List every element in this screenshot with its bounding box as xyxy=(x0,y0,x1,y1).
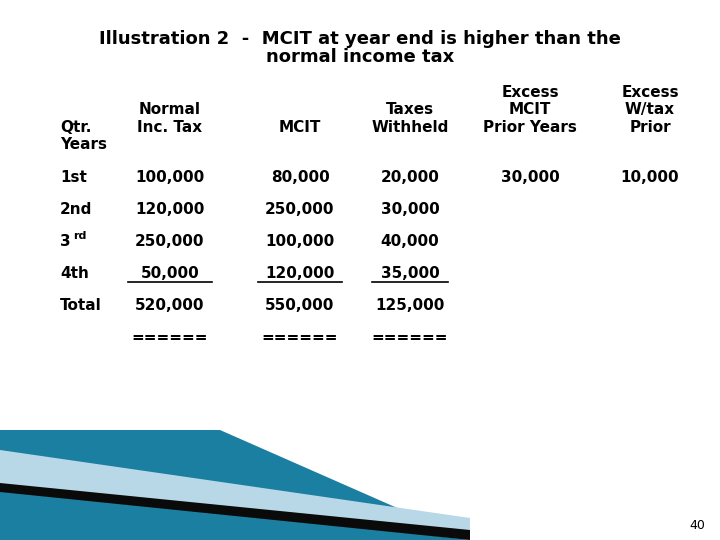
Text: 250,000: 250,000 xyxy=(265,202,335,217)
Text: Years: Years xyxy=(60,137,107,152)
Text: W/tax: W/tax xyxy=(625,102,675,117)
Text: Total: Total xyxy=(60,298,102,313)
Text: normal income tax: normal income tax xyxy=(266,48,454,66)
Text: MCIT: MCIT xyxy=(279,120,321,135)
Text: 35,000: 35,000 xyxy=(381,266,439,281)
Text: ======: ====== xyxy=(132,330,208,345)
Text: 100,000: 100,000 xyxy=(266,234,335,249)
Text: 520,000: 520,000 xyxy=(135,298,204,313)
Text: 50,000: 50,000 xyxy=(140,266,199,281)
Text: 1st: 1st xyxy=(60,170,87,185)
Text: 2nd: 2nd xyxy=(60,202,92,217)
Text: Prior: Prior xyxy=(629,120,671,135)
Text: Taxes: Taxes xyxy=(386,102,434,117)
Text: 550,000: 550,000 xyxy=(265,298,335,313)
Text: Prior Years: Prior Years xyxy=(483,120,577,135)
Text: ======: ====== xyxy=(372,330,449,345)
Text: Inc. Tax: Inc. Tax xyxy=(138,120,202,135)
Text: Normal: Normal xyxy=(139,102,201,117)
Text: 120,000: 120,000 xyxy=(265,266,335,281)
Text: 40,000: 40,000 xyxy=(381,234,439,249)
Text: 100,000: 100,000 xyxy=(135,170,204,185)
Text: Withheld: Withheld xyxy=(372,120,449,135)
Polygon shape xyxy=(0,483,470,540)
Text: 4th: 4th xyxy=(60,266,89,281)
Text: 20,000: 20,000 xyxy=(381,170,439,185)
Text: 125,000: 125,000 xyxy=(375,298,445,313)
Polygon shape xyxy=(0,450,470,540)
Text: 10,000: 10,000 xyxy=(621,170,679,185)
Text: Illustration 2  -  MCIT at year end is higher than the: Illustration 2 - MCIT at year end is hig… xyxy=(99,30,621,48)
Text: 40: 40 xyxy=(689,519,705,532)
Text: 80,000: 80,000 xyxy=(271,170,329,185)
Text: ======: ====== xyxy=(262,330,338,345)
Text: 30,000: 30,000 xyxy=(500,170,559,185)
Text: 250,000: 250,000 xyxy=(135,234,204,249)
Text: MCIT: MCIT xyxy=(509,102,552,117)
Text: rd: rd xyxy=(73,231,86,241)
Text: 30,000: 30,000 xyxy=(381,202,439,217)
Polygon shape xyxy=(0,430,470,540)
Text: 120,000: 120,000 xyxy=(135,202,204,217)
Text: Excess: Excess xyxy=(501,85,559,100)
Text: 3: 3 xyxy=(60,234,71,249)
Text: Qtr.: Qtr. xyxy=(60,120,91,135)
Text: Excess: Excess xyxy=(621,85,679,100)
